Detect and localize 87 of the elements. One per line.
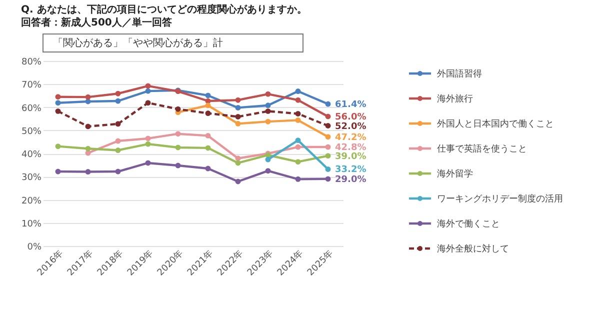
point xyxy=(325,144,331,150)
point xyxy=(145,83,151,89)
point xyxy=(235,120,241,126)
point xyxy=(205,166,211,172)
point xyxy=(55,144,61,150)
point xyxy=(175,106,181,112)
point xyxy=(85,124,91,130)
point xyxy=(325,101,331,107)
point xyxy=(235,178,241,184)
point xyxy=(295,138,301,144)
point xyxy=(235,114,241,120)
point xyxy=(325,166,331,172)
point xyxy=(235,160,241,166)
point xyxy=(205,132,211,138)
point xyxy=(205,145,211,151)
chart-subtitle: 回答者：新成人500人／単一回答 xyxy=(20,16,173,28)
y-tick-label: 30% xyxy=(21,173,42,184)
y-tick-label: 50% xyxy=(21,126,42,137)
point xyxy=(145,141,151,147)
point xyxy=(85,94,91,100)
point xyxy=(115,121,121,127)
point xyxy=(295,159,301,165)
point xyxy=(325,114,331,120)
point xyxy=(235,104,241,110)
point xyxy=(205,102,211,108)
point xyxy=(115,148,121,153)
point xyxy=(115,98,121,104)
point xyxy=(145,160,151,166)
point xyxy=(265,168,271,174)
data-label: 52.0% xyxy=(335,122,366,132)
y-tick-label: 60% xyxy=(21,104,42,114)
legend-label: 海外留学 xyxy=(437,168,473,180)
point xyxy=(325,176,331,182)
point xyxy=(295,97,301,103)
point xyxy=(115,168,121,174)
point xyxy=(265,91,271,97)
point xyxy=(295,88,301,94)
y-tick-label: 20% xyxy=(21,196,42,206)
legend-label: 外国人と日本国内で働くこと xyxy=(437,118,554,130)
point xyxy=(265,118,271,124)
point xyxy=(325,153,331,159)
data-label: 56.0% xyxy=(335,112,366,122)
legend-label: 外国語習得 xyxy=(437,68,482,80)
point xyxy=(235,97,241,103)
point xyxy=(295,117,301,123)
chart-title: Q. あなたは、下記の項目についてどの程度関心がありますか。 xyxy=(20,4,307,16)
data-label: 47.2% xyxy=(335,132,366,143)
point xyxy=(205,110,211,116)
point xyxy=(325,134,331,140)
point xyxy=(265,108,271,114)
point xyxy=(85,146,91,152)
legend-label: 海外全般に対して xyxy=(437,244,509,254)
point xyxy=(265,102,271,108)
point xyxy=(115,138,121,144)
y-tick-label: 10% xyxy=(21,219,42,230)
legend-label: 海外旅行 xyxy=(437,94,473,104)
data-label: 61.4% xyxy=(335,100,366,110)
legend-label: ワーキングホリデー制度の活用 xyxy=(437,194,563,204)
point xyxy=(145,100,151,106)
point xyxy=(295,110,301,116)
point xyxy=(55,108,61,114)
point xyxy=(175,131,181,137)
legend-label: 仕事で英語を使うこと xyxy=(437,144,527,154)
data-label: 29.0% xyxy=(335,174,366,185)
point xyxy=(175,144,181,150)
legend-label: 海外で働くこと xyxy=(437,218,500,230)
data-label: 39.0% xyxy=(335,152,366,162)
point xyxy=(265,156,271,162)
point xyxy=(115,90,121,96)
point xyxy=(325,123,331,128)
text: 「関心がある」「やや関心がある」計 xyxy=(53,37,223,49)
y-tick-label: 0% xyxy=(27,242,42,252)
point xyxy=(175,162,181,168)
point xyxy=(145,88,151,94)
point xyxy=(55,168,61,174)
point xyxy=(295,176,301,182)
point xyxy=(295,144,301,150)
y-tick-label: 70% xyxy=(21,80,42,91)
y-tick-label: 80% xyxy=(21,58,42,68)
y-tick-label: 40% xyxy=(21,150,42,160)
point xyxy=(55,100,61,106)
point xyxy=(85,169,91,174)
data-label: 42.8% xyxy=(335,143,366,154)
data-label: 33.2% xyxy=(335,165,366,176)
point xyxy=(55,94,61,100)
point xyxy=(145,136,151,142)
point xyxy=(205,92,211,98)
